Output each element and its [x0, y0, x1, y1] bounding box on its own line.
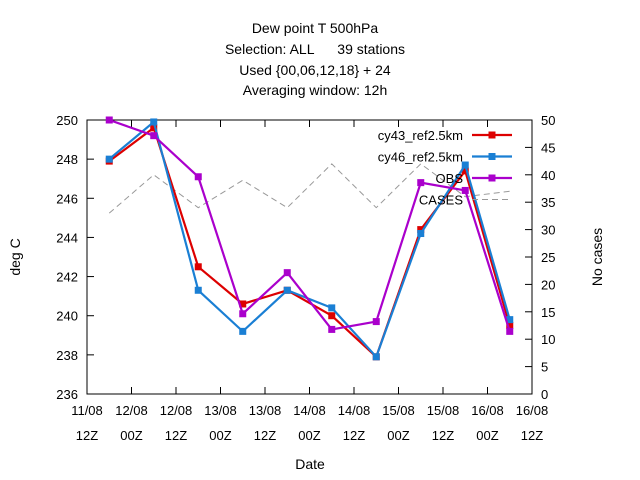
- x-tick-label: 12Z: [432, 428, 454, 443]
- y-tick-label: 250: [56, 113, 78, 128]
- series-line-cy46-ref2-5km: [108, 120, 511, 358]
- y-axis-label: deg C: [7, 238, 23, 275]
- data-point-cy46-ref2-5km: [461, 161, 469, 169]
- data-point-cy46-ref2-5km: [105, 155, 113, 163]
- data-point-obs: [105, 116, 113, 124]
- data-point-cy46-ref2-5km: [328, 304, 336, 312]
- y2-tick-label: 15: [541, 305, 555, 320]
- legend-marker-obs: [488, 174, 496, 182]
- data-point-cy43-ref2-5km: [461, 167, 469, 175]
- x-tick-label: 12/08: [115, 403, 148, 418]
- y-tick-label: 248: [56, 152, 78, 167]
- plot-frame: [86, 119, 533, 395]
- data-point-obs: [194, 173, 202, 181]
- x-tick-label: 16/08: [516, 403, 549, 418]
- x-tick-label: 12Z: [521, 428, 543, 443]
- title-line-2: Selection: ALL 39 stations: [225, 41, 405, 57]
- data-point-obs: [239, 310, 247, 318]
- x-tick-label: 12/08: [160, 403, 193, 418]
- data-point-obs: [150, 132, 158, 140]
- y2-tick-label: 35: [541, 195, 555, 210]
- data-point-obs: [506, 327, 514, 335]
- y-tick-label: 242: [56, 270, 78, 285]
- x-tick-label: 16/08: [471, 403, 504, 418]
- x-tick-label: 15/08: [427, 403, 460, 418]
- data-point-obs: [417, 179, 425, 187]
- x-tick-label: 00Z: [120, 428, 142, 443]
- legend-label-obs: OBS: [436, 171, 464, 186]
- x-tick-label: 00Z: [476, 428, 498, 443]
- y2-tick-label: 0: [541, 387, 548, 402]
- data-point-cy43-ref2-5km: [417, 226, 425, 234]
- y2-tick-label: 10: [541, 332, 555, 347]
- data-point-cy43-ref2-5km: [328, 312, 336, 320]
- data-point-cy46-ref2-5km: [283, 286, 291, 294]
- x-tick-label: 13/08: [204, 403, 237, 418]
- y2-tick-label: 30: [541, 223, 555, 238]
- x-tick-label: 12Z: [165, 428, 187, 443]
- data-point-cy46-ref2-5km: [239, 327, 247, 335]
- legend-label-cy46-ref2-5km: cy46_ref2.5km: [378, 150, 463, 165]
- data-point-cy46-ref2-5km: [372, 353, 380, 361]
- y-tick-label: 240: [56, 309, 78, 324]
- data-point-cy46-ref2-5km: [150, 118, 158, 126]
- x-tick-label: 12Z: [343, 428, 365, 443]
- title-line-1: Dew point T 500hPa: [252, 20, 379, 36]
- data-point-cy46-ref2-5km: [417, 230, 425, 238]
- y2-tick-label: 25: [541, 250, 555, 265]
- data-point-cy46-ref2-5km: [506, 316, 514, 324]
- data-point-obs: [328, 325, 336, 333]
- legend-marker-cy46-ref2-5km: [488, 153, 496, 160]
- legend-label-cy43-ref2-5km: cy43_ref2.5km: [378, 128, 463, 143]
- series-line-obs: [108, 118, 511, 332]
- y2-tick-label: 40: [541, 168, 555, 183]
- x-tick-label: 13/08: [249, 403, 282, 418]
- x-tick-label: 14/08: [293, 403, 326, 418]
- data-point-cy46-ref2-5km: [194, 286, 202, 294]
- y-tick-label: 244: [56, 230, 78, 245]
- y-tick-label: 236: [56, 387, 78, 402]
- y-tick-label: 238: [56, 348, 78, 363]
- y2-tick-label: 20: [541, 277, 555, 292]
- x-axis-label: Date: [295, 456, 325, 472]
- x-tick-label: 15/08: [382, 403, 415, 418]
- data-point-cy43-ref2-5km: [150, 124, 158, 132]
- x-tick-label: 12Z: [254, 428, 276, 443]
- x-tick-label: 00Z: [209, 428, 231, 443]
- data-point-obs: [372, 318, 380, 326]
- data-point-cy43-ref2-5km: [194, 263, 202, 271]
- x-tick-label: 11/08: [71, 403, 103, 418]
- y2-tick-label: 50: [541, 113, 555, 128]
- y-tick-label: 246: [56, 191, 78, 206]
- title-line-3: Used {00,06,12,18} + 24: [239, 62, 391, 78]
- data-point-obs: [283, 269, 291, 277]
- data-point-obs: [461, 186, 469, 194]
- x-tick-label: 14/08: [338, 403, 371, 418]
- data-point-cy43-ref2-5km: [506, 322, 514, 329]
- data-point-cy43-ref2-5km: [239, 300, 247, 308]
- x-tick-label: 00Z: [387, 428, 409, 443]
- y2-axis-label: No cases: [589, 228, 605, 286]
- series-line-cases: [108, 163, 510, 214]
- x-tick-label: 12Z: [76, 428, 98, 443]
- y2-tick-label: 5: [541, 360, 548, 375]
- legend-marker-cy43-ref2-5km: [488, 131, 496, 139]
- title-line-4: Averaging window: 12h: [243, 82, 388, 98]
- x-tick-label: 00Z: [298, 428, 320, 443]
- y2-tick-label: 45: [541, 140, 555, 155]
- chart-title: Dew point T 500hPa Selection: ALL 39 sta…: [225, 20, 405, 98]
- legend-label-cases: CASES: [419, 193, 463, 208]
